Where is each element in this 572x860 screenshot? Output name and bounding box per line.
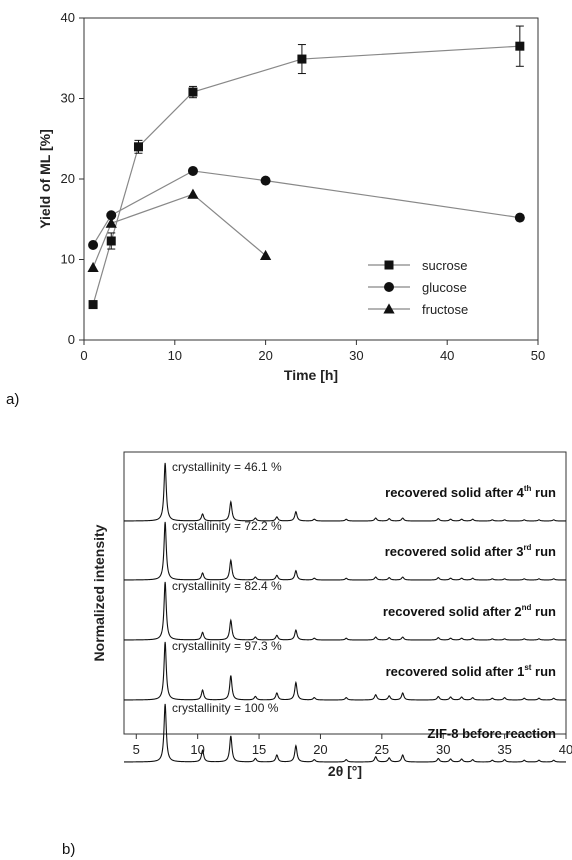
- legend-marker-sucrose: [384, 260, 394, 270]
- panel-a-label: a): [6, 391, 19, 408]
- fructose-point: [259, 249, 272, 260]
- run-label-superscript: st: [524, 663, 531, 672]
- series-glucose: [88, 165, 525, 251]
- legend-marker-fructose: [383, 303, 395, 314]
- xrd-trace-1: crystallinity = 46.1 % recovered solid af…: [124, 460, 566, 522]
- panel-a-y-ticks: 0 10 20 30 40: [61, 10, 84, 347]
- x-tick-label: 20: [313, 742, 327, 757]
- run-label: recovered solid after 3rd run: [385, 543, 556, 559]
- sucrose-line: [92, 45, 520, 305]
- run-label: recovered solid after 2nd run: [383, 603, 556, 619]
- run-label: ZIF-8 before reaction: [427, 726, 556, 741]
- sucrose-point: [515, 41, 525, 51]
- panel-a-x-ticks: 0 10 20 30 40 50: [80, 340, 545, 363]
- panel-b-plot-frame: [123, 451, 567, 735]
- run-label-main: recovered solid after 3: [385, 544, 524, 559]
- x-tick-label: 35: [497, 742, 511, 757]
- run-label-superscript: th: [524, 484, 532, 493]
- run-label-end: run: [531, 485, 556, 500]
- glucose-point: [187, 165, 198, 176]
- x-tick-label: 20: [258, 348, 272, 363]
- run-label-main: recovered solid after 1: [386, 664, 525, 679]
- legend-label-sucrose: sucrose: [422, 258, 468, 273]
- y-tick-label: 40: [61, 10, 75, 25]
- xrd-pattern-line: [124, 462, 566, 522]
- sucrose-point: [106, 236, 116, 246]
- run-label-superscript: rd: [523, 543, 531, 552]
- run-label-main: ZIF-8 before reaction: [427, 726, 556, 741]
- x-tick-label: 50: [531, 348, 545, 363]
- legend-label-glucose: glucose: [422, 280, 467, 295]
- run-label-end: run: [531, 604, 556, 619]
- run-label-main: recovered solid after 2: [383, 604, 522, 619]
- run-label-superscript: nd: [522, 603, 532, 612]
- xrd-pattern-line: [124, 641, 566, 701]
- panel-b-x-ticks: 5 10 15 20 25 30 35 40: [133, 734, 572, 757]
- panel-a-legend: sucrose glucose fructose: [368, 258, 468, 317]
- crystallinity-annotation: crystallinity = 97.3 %: [172, 639, 282, 653]
- run-label-main: recovered solid after 4: [385, 485, 524, 500]
- run-label-end: run: [531, 544, 556, 559]
- glucose-point: [106, 210, 117, 221]
- glucose-point: [260, 175, 271, 186]
- panel-a-plot-frame: [83, 17, 539, 341]
- series-fructose: [87, 188, 272, 273]
- xrd-pattern-line: [124, 703, 566, 763]
- panel-a-x-axis-title: Time [h]: [284, 367, 338, 383]
- legend-label-fructose: fructose: [422, 302, 468, 317]
- xrd-pattern-line: [124, 581, 566, 641]
- y-tick-label: 10: [61, 252, 75, 267]
- crystallinity-annotation: crystallinity = 82.4 %: [172, 579, 282, 593]
- xrd-trace-3: crystallinity = 82.4 % recovered solid af…: [124, 579, 566, 641]
- x-tick-label: 30: [349, 348, 363, 363]
- panel-a-yield-chart: 0 10 20 30 40 50 0 10 20 30 40 sucrose glucose fruc…: [37, 10, 545, 383]
- run-label: recovered solid after 1st run: [386, 663, 556, 679]
- x-tick-label: 30: [436, 742, 450, 757]
- panel-b-x-axis-title: 2θ [°]: [328, 763, 362, 779]
- xrd-trace-2: crystallinity = 72.2 % recovered solid af…: [124, 519, 566, 581]
- y-tick-label: 20: [61, 171, 75, 186]
- fructose-point: [187, 188, 199, 199]
- series-sucrose: [88, 25, 525, 310]
- crystallinity-annotation: crystallinity = 100 %: [172, 701, 279, 715]
- xrd-trace-5: crystallinity = 100 % ZIF-8 before reacti…: [124, 701, 566, 763]
- panel-b-label: b): [62, 841, 75, 858]
- x-tick-label: 15: [252, 742, 266, 757]
- fructose-point: [105, 217, 117, 228]
- x-tick-label: 10: [168, 348, 182, 363]
- glucose-point: [88, 240, 99, 251]
- panel-a-series: [87, 25, 525, 310]
- y-tick-label: 0: [68, 332, 75, 347]
- run-label-end: run: [531, 664, 556, 679]
- sucrose-point: [88, 300, 98, 310]
- glucose-line: [92, 170, 520, 246]
- xrd-pattern-line: [124, 521, 566, 581]
- panel-b-xrd-chart: 5 10 15 20 25 30 35 40 crystallinity = 46.1 %re…: [91, 451, 572, 779]
- sucrose-point: [297, 54, 307, 64]
- fructose-line: [92, 193, 266, 268]
- x-tick-label: 40: [440, 348, 454, 363]
- xrd-trace-4: crystallinity = 97.3 % recovered solid af…: [124, 639, 566, 701]
- x-tick-label: 5: [133, 742, 140, 757]
- sucrose-point: [133, 142, 143, 152]
- y-tick-label: 30: [61, 91, 75, 106]
- legend-marker-glucose: [384, 282, 394, 292]
- glucose-point: [514, 212, 525, 223]
- x-tick-label: 40: [559, 742, 572, 757]
- panel-b-traces: crystallinity = 46.1 % recovered solid af…: [124, 460, 566, 763]
- sucrose-point: [188, 87, 198, 97]
- fructose-point: [87, 261, 99, 273]
- crystallinity-annotation: crystallinity = 46.1 %: [172, 460, 282, 474]
- x-tick-label: 0: [80, 348, 87, 363]
- run-label: recovered solid after 4th run: [385, 484, 556, 500]
- panel-a-y-axis-title: Yield of ML [%]: [37, 129, 53, 229]
- panel-b-y-axis-title: Normalized intensity: [91, 524, 107, 661]
- crystallinity-annotation: crystallinity = 72.2 %: [172, 519, 282, 533]
- x-tick-label: 25: [375, 742, 389, 757]
